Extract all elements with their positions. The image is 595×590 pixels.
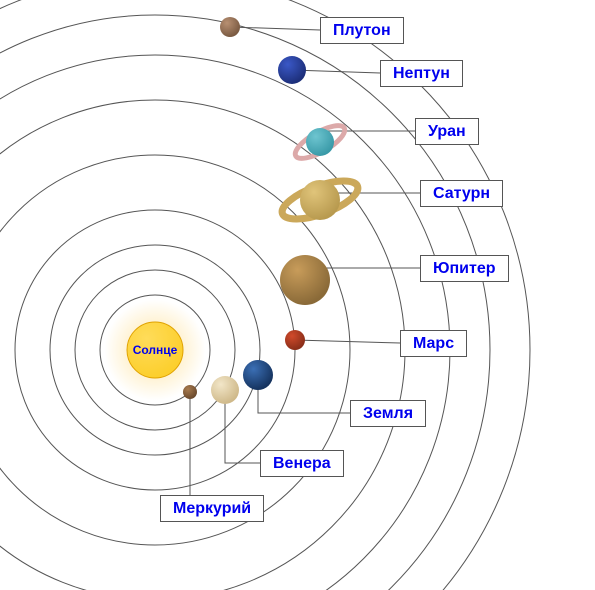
label-jupiter: Юпитер — [420, 255, 509, 282]
planet-pluto — [220, 17, 240, 37]
planet-neptune — [278, 56, 306, 84]
planet-mercury — [183, 385, 197, 399]
planet-uranus — [306, 128, 334, 156]
label-venus: Венера — [260, 450, 344, 477]
planet-jupiter — [280, 255, 330, 305]
diagram-svg — [0, 0, 595, 590]
label-saturn: Сатурн — [420, 180, 503, 207]
label-earth: Земля — [350, 400, 426, 427]
planet-earth — [243, 360, 273, 390]
connector-pluto — [230, 27, 320, 30]
planet-saturn — [300, 180, 340, 220]
orbit-9 — [0, 0, 530, 590]
solar-system-diagram: Солнце Меркурий ВенераЗемля Марс Юпитер Сатур… — [0, 0, 595, 590]
sun-label: Солнце — [133, 343, 178, 357]
label-neptune: Нептун — [380, 60, 463, 87]
planet-mars — [285, 330, 305, 350]
label-mars: Марс — [400, 330, 467, 357]
connector-uranus — [320, 131, 415, 142]
label-mercury: Меркурий — [160, 495, 264, 522]
label-uranus: Уран — [415, 118, 479, 145]
connector-mars — [295, 340, 400, 343]
planet-venus — [211, 376, 239, 404]
label-pluto: Плутон — [320, 17, 404, 44]
